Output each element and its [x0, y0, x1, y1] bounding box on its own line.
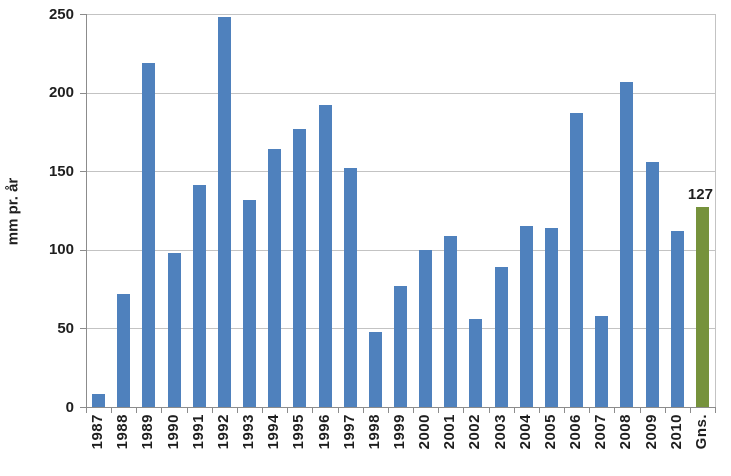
y-tick-mark: [80, 249, 86, 251]
bar: [469, 318, 483, 407]
y-tick-mark: [80, 407, 86, 408]
x-category-label: 1991: [189, 414, 207, 450]
x-category-label: 1997: [340, 414, 358, 450]
x-tick-mark: [312, 408, 314, 413]
x-category-label: 2007: [592, 414, 610, 450]
bar: [92, 394, 106, 407]
x-tick-mark: [136, 408, 138, 413]
bar: [494, 267, 508, 407]
x-category-label: 1998: [365, 414, 383, 450]
y-tick-label: 150: [48, 162, 74, 180]
x-category-label: 1995: [290, 414, 308, 450]
bar: [217, 17, 231, 407]
x-tick-mark: [262, 408, 264, 413]
x-category-label: 1990: [164, 414, 182, 450]
x-tick-mark: [111, 408, 113, 413]
bar: [645, 161, 659, 407]
y-tick-mark: [80, 14, 86, 15]
y-tick-mark: [80, 92, 86, 94]
y-tick-label: 250: [48, 5, 74, 23]
y-tick-label: 100: [48, 241, 74, 259]
bar: [519, 226, 533, 407]
gridline: [86, 171, 715, 173]
x-category-label: 1992: [214, 414, 232, 450]
x-category-label: 2004: [516, 414, 534, 450]
bar: [318, 105, 332, 407]
x-category-label: 2000: [416, 414, 434, 450]
x-category-label: Gns.: [692, 414, 710, 450]
bar: [620, 81, 634, 407]
x-tick-mark: [236, 408, 238, 413]
bar: [192, 185, 206, 407]
gridline: [86, 92, 715, 94]
x-tick-mark: [715, 408, 716, 413]
x-tick-mark: [463, 408, 465, 413]
x-category-label: 1988: [114, 414, 132, 450]
bar: [117, 293, 131, 407]
x-axis-line: [82, 407, 716, 408]
gridline: [86, 249, 715, 251]
x-tick-mark: [86, 408, 87, 413]
x-category-label: 1989: [139, 414, 157, 450]
bar: [293, 128, 307, 407]
x-tick-mark: [186, 408, 188, 413]
x-category-label: 1987: [89, 414, 107, 450]
y-tick-label: 200: [48, 84, 74, 102]
x-category-label: 2009: [642, 414, 660, 450]
average-bar: [695, 207, 709, 407]
x-tick-mark: [538, 408, 540, 413]
x-category-label: 2005: [541, 414, 559, 450]
bar: [142, 62, 156, 407]
bar: [343, 168, 357, 407]
x-category-label: 1999: [391, 414, 408, 450]
x-category-label: 2008: [617, 414, 635, 450]
x-category-label: 1996: [315, 414, 333, 450]
x-tick-mark: [614, 408, 616, 413]
y-tick-mark: [80, 171, 86, 173]
x-tick-mark: [438, 408, 440, 413]
x-tick-mark: [387, 408, 389, 413]
x-category-label: 2006: [567, 414, 585, 450]
bar-value-label: 127: [687, 186, 713, 204]
x-tick-mark: [413, 408, 415, 413]
gridline: [86, 14, 715, 15]
x-category-label: 2002: [466, 414, 484, 450]
x-category-label: 2010: [667, 414, 685, 450]
x-tick-mark: [362, 408, 364, 413]
x-tick-mark: [513, 408, 515, 413]
y-tick-mark: [80, 328, 86, 330]
x-tick-mark: [664, 408, 666, 413]
bar: [368, 331, 382, 407]
y-axis-title: mm pr. år: [4, 177, 22, 246]
bar: [444, 235, 458, 407]
bar: [419, 249, 433, 407]
bar: [670, 230, 684, 407]
x-tick-mark: [639, 408, 641, 413]
x-tick-mark: [211, 408, 213, 413]
x-tick-mark: [161, 408, 163, 413]
bar: [243, 199, 257, 407]
bar: [167, 252, 181, 407]
plot-area: [86, 14, 716, 407]
x-tick-mark: [564, 408, 566, 413]
x-category-label: 1994: [265, 414, 283, 450]
x-tick-mark: [589, 408, 591, 413]
x-tick-mark: [488, 408, 490, 413]
x-category-label: 2001: [441, 414, 459, 450]
bar: [268, 149, 282, 407]
x-category-label: 2003: [491, 414, 509, 450]
x-tick-mark: [689, 408, 691, 413]
y-tick-label: 0: [65, 398, 74, 416]
bar: [394, 285, 407, 407]
y-axis-line: [86, 14, 87, 408]
bar: [570, 113, 584, 407]
bar: [595, 315, 609, 407]
y-tick-label: 50: [57, 319, 74, 337]
bar: [544, 227, 558, 407]
x-tick-mark: [287, 408, 289, 413]
x-tick-mark: [337, 408, 339, 413]
x-category-label: 1993: [240, 414, 258, 450]
